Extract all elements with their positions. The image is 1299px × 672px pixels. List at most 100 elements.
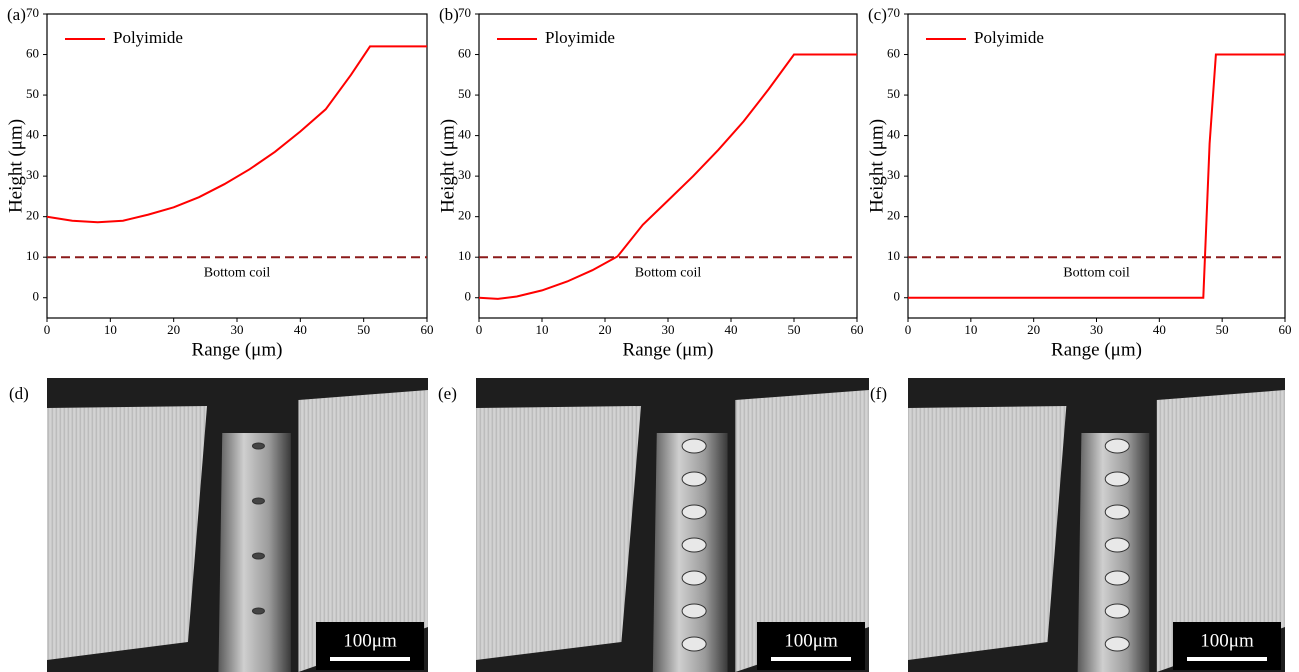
x-tick-label: 40 [725,322,738,337]
photo-pad [1104,603,1130,619]
scale-bar-label: 100μm [784,630,838,651]
y-tick-label: 50 [26,86,39,101]
y-tick-label: 10 [887,248,900,263]
photo-channel [1077,433,1150,672]
scale-bar [771,657,851,661]
x-tick-label: 0 [44,322,51,337]
x-tick-label: 20 [599,322,612,337]
panel-label: (a) [7,5,26,24]
x-axis-title: Range (μm) [623,339,714,360]
y-tick-label: 70 [458,5,471,20]
x-tick-label: 60 [421,322,434,337]
panel-label: (c) [868,5,887,24]
reference-label: Bottom coil [204,265,271,280]
photo-right-panel [298,390,428,672]
y-tick-label: 30 [458,167,471,182]
photo-pad [681,471,707,487]
x-axis-title: Range (μm) [1051,339,1142,360]
y-tick-label: 40 [458,127,471,142]
scale-bar [330,657,410,661]
photo-right-panel [1156,390,1285,672]
x-tick-label: 50 [1216,322,1229,337]
photo-pad [1104,636,1130,652]
x-tick-label: 10 [104,322,117,337]
y-tick-label: 40 [887,127,900,142]
x-tick-label: 0 [476,322,483,337]
photo-pad [251,552,265,560]
y-axis-title: Height (μm) [5,119,26,213]
x-tick-label: 0 [905,322,912,337]
y-tick-label: 60 [458,46,471,61]
y-tick-label: 60 [887,46,900,61]
x-tick-label: 50 [788,322,801,337]
scale-bar-box [757,622,865,670]
x-tick-label: 10 [536,322,549,337]
reference-label: Bottom coil [1063,265,1130,280]
x-tick-label: 40 [1153,322,1166,337]
photo-pad [251,442,265,450]
y-axis-title: Height (μm) [866,119,887,213]
photo-pad [681,603,707,619]
photo-pad [681,636,707,652]
data-line [478,53,857,300]
photo-left-panel [476,406,642,660]
x-tick-label: 60 [1279,322,1292,337]
y-tick-label: 20 [26,208,39,223]
x-tick-label: 30 [1090,322,1103,337]
photo-label: (e) [438,384,457,403]
panel-label: (b) [439,5,459,24]
y-tick-label: 70 [26,5,39,20]
reference-label: Bottom coil [635,265,702,280]
photo-right-panel [735,390,869,672]
legend-label: Polyimide [113,28,183,47]
photo-left-panel [47,406,208,660]
legend-label: Ployimide [545,28,615,47]
y-tick-label: 50 [887,86,900,101]
y-tick-label: 10 [26,248,39,263]
legend-label: Polyimide [974,28,1044,47]
photo-label: (d) [9,384,29,403]
scale-bar-label: 100μm [1200,630,1254,651]
x-axis-title: Range (μm) [192,339,283,360]
y-tick-label: 50 [458,86,471,101]
data-line [908,53,1285,299]
data-line [46,45,427,224]
y-tick-label: 30 [26,167,39,182]
x-tick-label: 30 [231,322,244,337]
x-tick-label: 20 [167,322,180,337]
photo-pad [1104,438,1130,454]
photo-label: (f) [870,384,887,403]
y-tick-label: 20 [458,208,471,223]
y-tick-label: 0 [894,289,901,304]
photo-pad [1104,504,1130,520]
scale-bar [1187,657,1267,661]
photo-pad [251,607,265,615]
photo-pad [1104,537,1130,553]
y-tick-label: 60 [26,46,39,61]
y-tick-label: 20 [887,208,900,223]
x-tick-label: 60 [851,322,864,337]
photo-pad [681,570,707,586]
photo-left-panel [908,406,1067,660]
y-tick-label: 40 [26,127,39,142]
y-tick-label: 0 [465,289,472,304]
y-tick-label: 70 [887,5,900,20]
x-tick-label: 10 [964,322,977,337]
x-tick-label: 50 [357,322,370,337]
photo-pad [681,504,707,520]
x-tick-label: 40 [294,322,307,337]
scale-bar-label: 100μm [343,630,397,651]
photo-pad [1104,570,1130,586]
scale-bar-box [1173,622,1281,670]
photo-pad [1104,471,1130,487]
photo-channel [652,433,728,672]
y-tick-label: 30 [887,167,900,182]
photo-pad [251,497,265,505]
y-tick-label: 0 [33,289,40,304]
scale-bar-box [316,622,424,670]
x-tick-label: 30 [662,322,675,337]
photo-pad [681,438,707,454]
photo-channel [218,433,291,672]
y-axis-title: Height (μm) [437,119,458,213]
